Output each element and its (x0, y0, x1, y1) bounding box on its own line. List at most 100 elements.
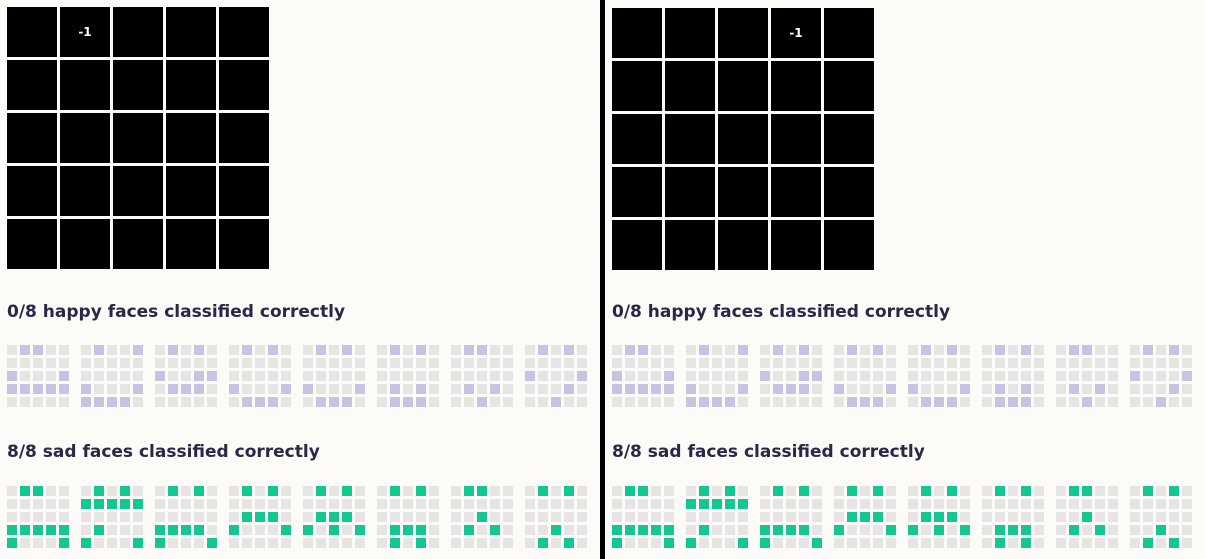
weight-cell[interactable] (824, 61, 874, 111)
face-pixel (242, 499, 252, 509)
face-pixel (355, 371, 365, 381)
weight-cell[interactable] (219, 60, 269, 110)
face-pixel (886, 384, 896, 394)
weight-cell[interactable] (612, 220, 662, 270)
face-pixel (625, 345, 635, 355)
face-pixel (699, 512, 709, 522)
weight-cell[interactable] (7, 166, 57, 216)
weight-cell[interactable]: -1 (60, 7, 110, 57)
face-pixel (155, 525, 165, 535)
face-pixel (168, 371, 178, 381)
weight-cell[interactable] (612, 167, 662, 217)
weight-cell[interactable] (824, 167, 874, 217)
face-pixel (207, 345, 217, 355)
weight-cell[interactable] (166, 113, 216, 163)
face-pixel (1095, 499, 1105, 509)
weight-cell[interactable] (771, 220, 821, 270)
face-pixel (429, 486, 439, 496)
face-pixel (799, 371, 809, 381)
face-pixel (1069, 371, 1079, 381)
face-pixel (464, 512, 474, 522)
face-pixel (207, 499, 217, 509)
weight-cell[interactable] (219, 219, 269, 269)
face-pixel (873, 345, 883, 355)
weight-cell[interactable] (771, 167, 821, 217)
weight-cell[interactable] (718, 220, 768, 270)
weight-cell[interactable] (824, 220, 874, 270)
happy-face-thumbnail (982, 345, 1044, 407)
weight-cell[interactable] (718, 8, 768, 58)
face-pixel (451, 384, 461, 394)
weight-cell[interactable] (612, 8, 662, 58)
sad-face-thumbnail (908, 486, 970, 548)
weight-cell[interactable] (113, 7, 163, 57)
face-pixel (316, 397, 326, 407)
weight-cell[interactable] (771, 114, 821, 164)
face-pixel (725, 486, 735, 496)
weight-cell[interactable] (665, 220, 715, 270)
face-pixel (577, 371, 587, 381)
face-pixel (155, 512, 165, 522)
face-pixel (664, 397, 674, 407)
weight-cell[interactable] (166, 219, 216, 269)
face-pixel (760, 371, 770, 381)
face-pixel (194, 499, 204, 509)
weight-cell[interactable] (113, 166, 163, 216)
weight-cell[interactable] (60, 113, 110, 163)
face-pixel (525, 345, 535, 355)
face-pixel (20, 499, 30, 509)
weight-cell[interactable] (166, 60, 216, 110)
weight-cell[interactable] (166, 7, 216, 57)
weight-cell[interactable]: -1 (771, 8, 821, 58)
weight-cell[interactable] (824, 8, 874, 58)
weight-cell[interactable] (718, 61, 768, 111)
weight-cell[interactable] (60, 219, 110, 269)
weight-cell[interactable] (113, 113, 163, 163)
weight-cell[interactable] (219, 7, 269, 57)
face-pixel (664, 345, 674, 355)
happy-face-thumbnail (525, 345, 587, 407)
face-pixel (725, 538, 735, 548)
face-pixel (403, 486, 413, 496)
face-pixel (995, 538, 1005, 548)
weight-cell[interactable] (665, 61, 715, 111)
weight-cell[interactable] (60, 60, 110, 110)
face-pixel (564, 525, 574, 535)
weight-cell[interactable] (771, 61, 821, 111)
weight-cell[interactable] (113, 219, 163, 269)
weight-cell[interactable] (7, 219, 57, 269)
weight-cell[interactable] (7, 113, 57, 163)
weight-cell[interactable] (7, 60, 57, 110)
weight-cell[interactable] (718, 167, 768, 217)
weight-cell[interactable] (166, 166, 216, 216)
weight-cell[interactable] (665, 8, 715, 58)
face-pixel (686, 499, 696, 509)
weight-cell[interactable] (665, 114, 715, 164)
weight-cell[interactable] (665, 167, 715, 217)
weight-cell[interactable] (219, 113, 269, 163)
weight-cell[interactable] (60, 166, 110, 216)
weight-cell[interactable] (113, 60, 163, 110)
weight-cell[interactable] (612, 61, 662, 111)
weight-cell[interactable] (612, 114, 662, 164)
face-pixel (995, 525, 1005, 535)
face-pixel (120, 538, 130, 548)
face-pixel (982, 538, 992, 548)
face-pixel (181, 525, 191, 535)
face-pixel (59, 512, 69, 522)
weight-cell[interactable] (219, 166, 269, 216)
face-pixel (1082, 371, 1092, 381)
face-pixel (390, 538, 400, 548)
face-pixel (1082, 345, 1092, 355)
face-pixel (416, 384, 426, 394)
face-pixel (390, 384, 400, 394)
weight-cell[interactable] (824, 114, 874, 164)
face-pixel (612, 358, 622, 368)
face-pixel (303, 499, 313, 509)
face-pixel (255, 397, 265, 407)
face-pixel (429, 345, 439, 355)
weight-cell[interactable] (7, 7, 57, 57)
weight-cell[interactable] (718, 114, 768, 164)
face-pixel (1056, 358, 1066, 368)
face-pixel (229, 499, 239, 509)
